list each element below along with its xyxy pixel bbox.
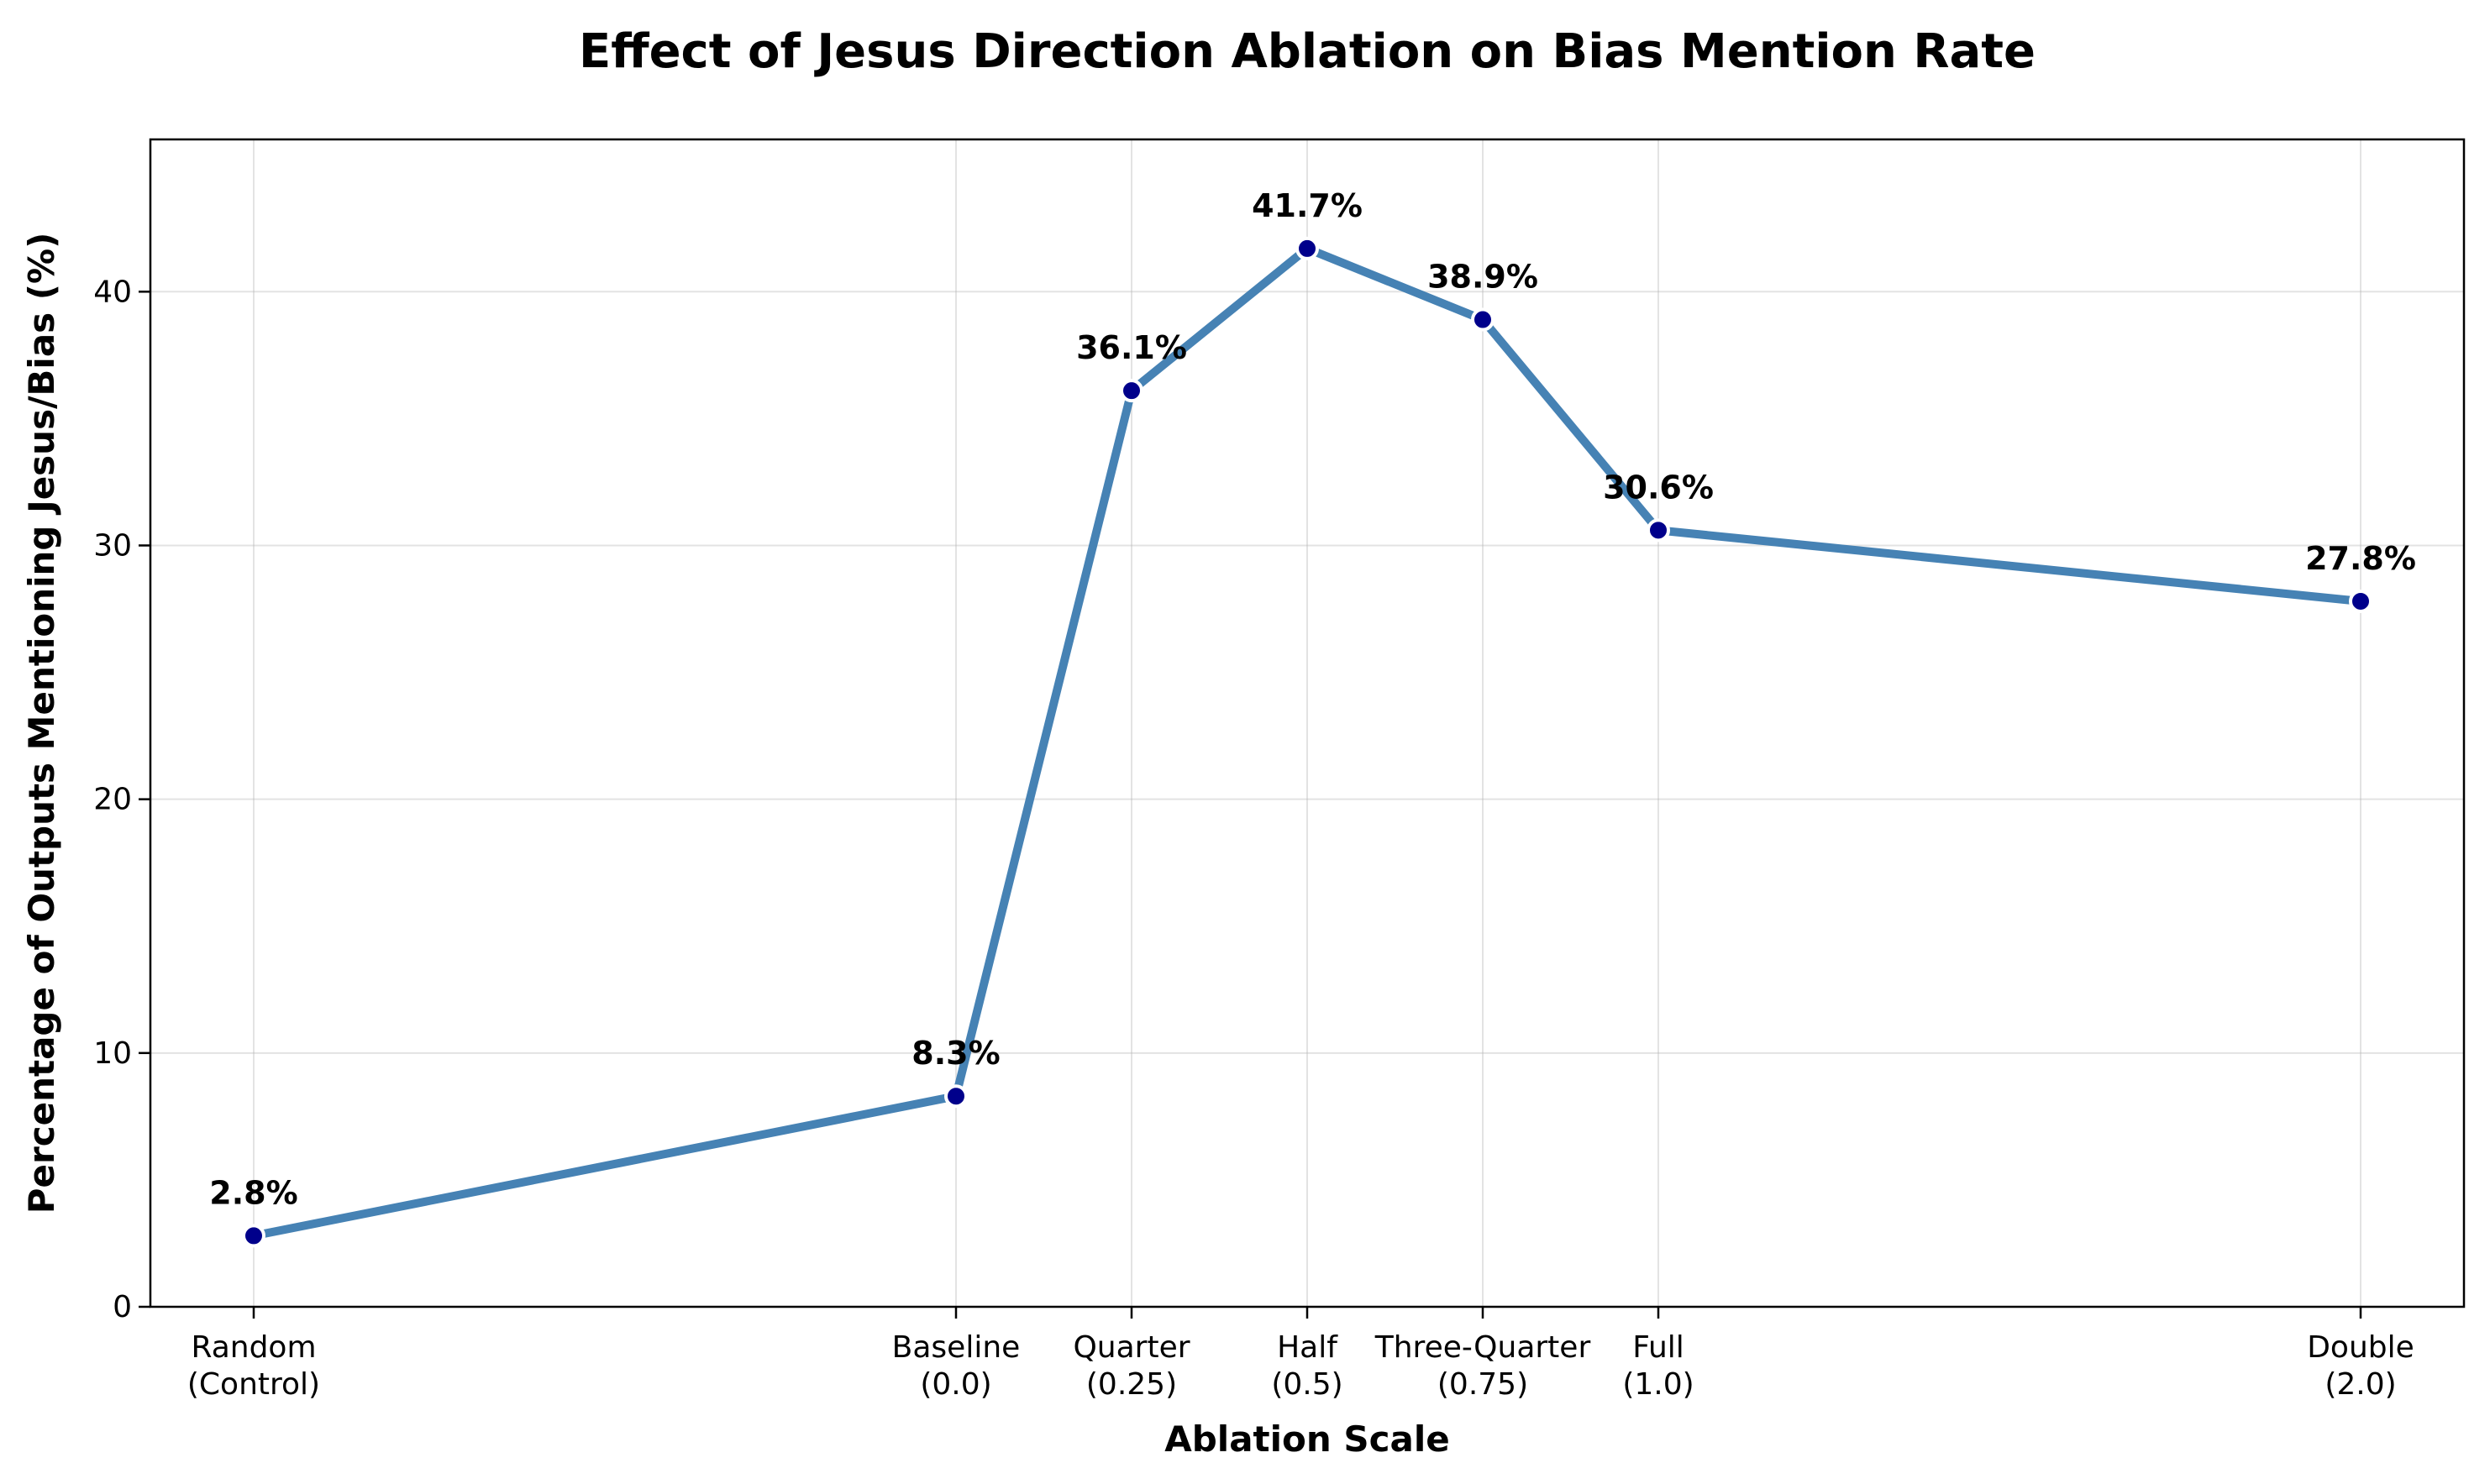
y-tick-label: 10 <box>93 1036 132 1071</box>
data-point-layer <box>242 236 2372 1248</box>
data-label: 36.1% <box>1076 329 1187 366</box>
data-label-layer: 2.8% 8.3% 36.1% 41.7% 38.9% 30.6% 27.8% <box>209 187 2416 1211</box>
data-point <box>1295 236 1319 260</box>
x-tick-label: Quarter (0.25) <box>1073 1330 1190 1402</box>
x-tick-label: Double (2.0) <box>2307 1330 2414 1402</box>
data-label: 27.8% <box>2305 540 2416 577</box>
chart-title: Effect of Jesus Direction Ablation on Bi… <box>579 24 2036 79</box>
x-tick-label: Full (1.0) <box>1622 1330 1694 1402</box>
grid-lines <box>150 139 2464 1308</box>
data-label: 8.3% <box>911 1035 1000 1072</box>
x-tick-label: Random (Control) <box>187 1330 320 1402</box>
y-tick-label: 30 <box>93 528 132 563</box>
x-axis-label: Ablation Scale <box>1164 1418 1450 1460</box>
x-tick-label: Half (0.5) <box>1271 1330 1342 1402</box>
data-point <box>1120 379 1143 403</box>
data-label: 30.6% <box>1603 469 1714 506</box>
x-axis-ticks: Random (Control) Baseline (0.0) Quarter (0.25… <box>187 1307 2414 1402</box>
data-point <box>944 1084 968 1109</box>
data-point <box>2349 589 2372 613</box>
y-axis-ticks: 0 10 20 30 40 <box>93 275 150 1324</box>
y-axis-label: Percentage of Outputs Mentioning Jesus/B… <box>21 233 62 1214</box>
data-label: 41.7% <box>1252 187 1363 224</box>
x-tick-label: Three-Quarter (0.75) <box>1374 1330 1591 1402</box>
data-point <box>1471 307 1495 332</box>
x-tick-label: Baseline (0.0) <box>892 1330 1021 1402</box>
y-tick-label: 0 <box>113 1290 132 1324</box>
data-label: 2.8% <box>209 1174 297 1211</box>
data-point <box>242 1224 265 1248</box>
y-tick-label: 40 <box>93 275 132 309</box>
data-point <box>1647 518 1670 543</box>
y-tick-label: 20 <box>93 783 132 817</box>
data-label: 38.9% <box>1427 259 1538 296</box>
